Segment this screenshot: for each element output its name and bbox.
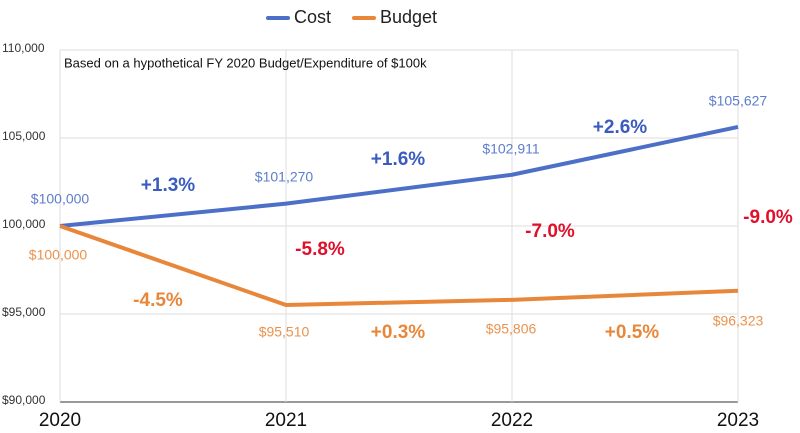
x-tick-label: 2023	[717, 410, 759, 431]
annotation: +0.3%	[371, 322, 426, 343]
note: Based on a hypothetical FY 2020 Budget/E…	[64, 55, 427, 70]
data-label: $95,510	[259, 324, 310, 340]
annotation: +2.6%	[593, 117, 648, 138]
x-tick-label: 2020	[39, 410, 81, 431]
data-label: $100,000	[29, 247, 88, 263]
data-label: $100,000	[31, 191, 90, 207]
x-tick-label: 2022	[491, 410, 533, 431]
y-tick-label: $95,000	[2, 305, 46, 319]
y-tick-label: $90,000	[2, 393, 46, 407]
x-tick-label: 2021	[265, 410, 307, 431]
annotation: +0.5%	[605, 322, 660, 343]
series-line	[59, 125, 739, 228]
legend-label: Cost	[294, 7, 331, 27]
y-tick-label: 100,000	[2, 217, 46, 231]
series-line	[59, 224, 739, 308]
annotation: -7.0%	[525, 221, 575, 242]
annotation: +1.3%	[141, 175, 196, 196]
annotation: -4.5%	[133, 290, 183, 311]
annotation: -5.8%	[295, 239, 345, 260]
data-label: $102,911	[482, 141, 540, 157]
annotation: -9.0%	[743, 207, 793, 228]
legend-label: Budget	[380, 7, 437, 27]
y-tick-label: 110,000	[2, 41, 45, 55]
data-label: $95,806	[486, 321, 537, 337]
data-label: $105,627	[709, 93, 768, 109]
y-tick-label: 105,000	[2, 129, 46, 143]
annotation: +1.6%	[371, 149, 426, 170]
data-label: $96,323	[713, 313, 764, 329]
data-label: $101,270	[255, 169, 314, 185]
